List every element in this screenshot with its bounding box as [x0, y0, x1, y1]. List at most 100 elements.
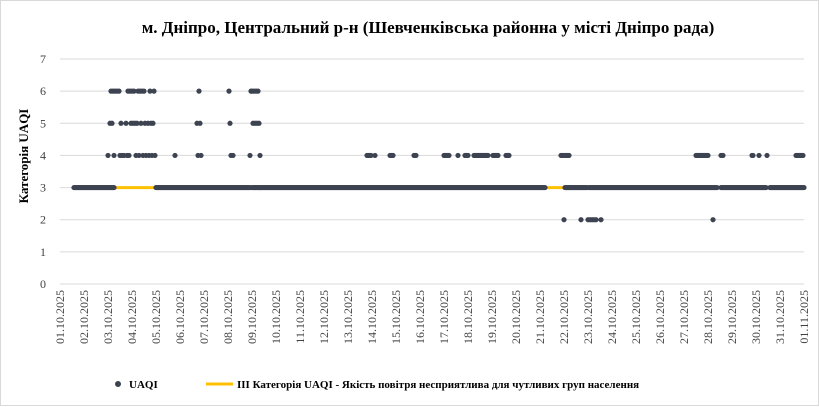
x-tick-label: 02.10.2025 [77, 290, 91, 344]
data-point [255, 88, 261, 94]
x-tick-label: 21.10.2025 [533, 290, 547, 344]
data-point [258, 184, 264, 191]
data-point [764, 152, 770, 159]
data-point [198, 152, 204, 159]
x-tick-label: 14.10.2025 [365, 290, 379, 344]
x-tick-label: 28.10.2025 [701, 290, 715, 344]
x-tick-label: 07.10.2025 [197, 290, 211, 344]
data-point [226, 88, 232, 94]
x-tick-label: 25.10.2025 [629, 290, 643, 344]
x-tick-label: 03.10.2025 [101, 290, 115, 344]
data-point [230, 152, 236, 159]
x-tick-label: 01.10.2025 [53, 290, 67, 344]
x-tick-label: 10.10.2025 [269, 290, 283, 344]
data-point [111, 152, 117, 159]
data-point [368, 152, 374, 159]
data-point [116, 88, 122, 94]
data-point [172, 152, 178, 159]
data-point [150, 120, 156, 126]
data-point [136, 152, 142, 159]
x-tick-label: 13.10.2025 [341, 290, 355, 344]
y-axis-label: Категорія UAQI [16, 109, 31, 204]
data-point [197, 120, 203, 126]
data-point [138, 120, 144, 126]
x-tick-label: 17.10.2025 [437, 290, 451, 344]
x-tick-label: 30.10.2025 [749, 290, 763, 344]
data-point [801, 184, 807, 191]
x-tick-labels: 01.10.2025 02.10.2025 03.10.2025 04.10.2025… [53, 290, 811, 344]
x-tick-label: 22.10.2025 [557, 290, 571, 344]
data-point [141, 88, 147, 94]
chart-title: м. Дніпро, Центральний р-н (Шевченківськ… [142, 18, 715, 37]
legend: UAQI ІІІ Категорія UAQI - Якість повітря… [115, 379, 639, 391]
legend-label-uaqi: UAQI [129, 379, 158, 391]
x-tick-label: 15.10.2025 [389, 290, 403, 344]
y-tick-label: 3 [40, 181, 46, 195]
y-tick-label: 1 [40, 245, 46, 259]
y-tick-label: 4 [40, 148, 46, 162]
y-tick-labels: 0 1 2 3 4 5 6 7 [40, 52, 46, 291]
data-point [413, 152, 419, 159]
data-point [196, 88, 202, 94]
data-point [578, 217, 584, 223]
data-point [109, 120, 115, 126]
data-point [800, 152, 806, 159]
data-point [247, 152, 253, 159]
data-point [446, 152, 452, 159]
data-point [465, 152, 471, 159]
data-point [257, 152, 263, 159]
data-point [542, 184, 548, 191]
x-tick-label: 01.11.2025 [797, 290, 811, 344]
data-point [131, 88, 137, 94]
x-tick-label: 16.10.2025 [413, 290, 427, 344]
data-point [126, 152, 132, 159]
x-tick-label: 12.10.2025 [317, 290, 331, 344]
gridlines [60, 58, 804, 285]
x-tick-label: 11.10.2025 [293, 290, 307, 344]
y-tick-label: 2 [40, 213, 46, 227]
x-tick-label: 08.10.2025 [221, 290, 235, 344]
data-point [714, 184, 720, 191]
x-tick-label: 19.10.2025 [485, 290, 499, 344]
data-point [372, 152, 378, 159]
data-point [710, 217, 716, 223]
data-point [151, 88, 157, 94]
data-point [720, 152, 726, 159]
data-point [506, 152, 512, 159]
y-tick-label: 6 [40, 84, 46, 98]
x-tick-label: 20.10.2025 [509, 290, 523, 344]
data-point [111, 184, 117, 191]
data-point [390, 152, 396, 159]
legend-marker-uaqi [115, 381, 121, 387]
x-tick-label: 31.10.2025 [773, 290, 787, 344]
data-point [485, 152, 491, 159]
data-point [566, 152, 572, 159]
x-tick-label: 24.10.2025 [605, 290, 619, 344]
data-point [147, 88, 153, 94]
data-point [561, 217, 567, 223]
data-point [598, 217, 604, 223]
x-tick-label: 18.10.2025 [461, 290, 475, 344]
x-tick-label: 29.10.2025 [725, 290, 739, 344]
x-tick-label: 06.10.2025 [173, 290, 187, 344]
x-tick-label: 23.10.2025 [581, 290, 595, 344]
x-tick-label: 04.10.2025 [125, 290, 139, 344]
data-point [763, 184, 769, 191]
y-tick-label: 0 [40, 277, 46, 291]
y-tick-label: 5 [40, 116, 46, 130]
data-point [123, 120, 129, 126]
x-tick-label: 27.10.2025 [677, 290, 691, 344]
x-tick-label: 09.10.2025 [245, 290, 259, 344]
y-tick-label: 7 [40, 52, 46, 66]
x-tick-label: 05.10.2025 [149, 290, 163, 344]
data-point [256, 120, 262, 126]
data-point [134, 120, 140, 126]
data-point [105, 152, 111, 159]
x-tick-label: 26.10.2025 [653, 290, 667, 344]
data-point [227, 120, 233, 126]
data-point [495, 152, 501, 159]
data-point [118, 120, 124, 126]
data-point [756, 152, 762, 159]
